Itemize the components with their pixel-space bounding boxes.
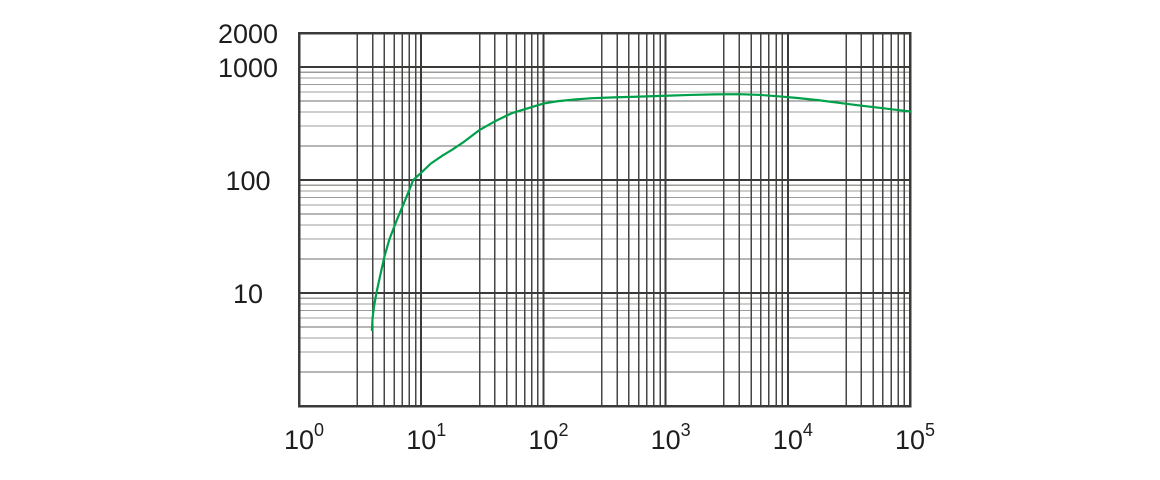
y-tick-label: 100 xyxy=(225,166,270,196)
x-tick-exponent: 1 xyxy=(436,420,446,440)
y-axis-labels: 2000 1000 100 10 xyxy=(218,19,278,309)
x-tick-label: 100 xyxy=(284,420,324,455)
y-tick-label: 1000 xyxy=(218,53,278,83)
gridlines xyxy=(298,33,911,406)
x-tick-label: 102 xyxy=(528,420,568,455)
x-tick-exponent: 0 xyxy=(314,420,324,440)
x-tick-exponent: 5 xyxy=(925,420,935,440)
x-tick-label: 101 xyxy=(406,420,446,455)
plot-border xyxy=(297,31,912,408)
x-tick-exponent: 4 xyxy=(803,420,813,440)
x-tick-exponent: 2 xyxy=(558,420,568,440)
response-curve xyxy=(370,93,912,332)
x-tick-exponent: 3 xyxy=(681,420,691,440)
x-tick-label: 105 xyxy=(895,420,935,455)
x-tick-label: 103 xyxy=(651,420,691,455)
y-tick-label: 10 xyxy=(233,279,263,309)
x-axis-labels: 100 101 102 103 104 105 xyxy=(284,420,935,455)
y-tick-label: 2000 xyxy=(218,19,278,49)
x-tick-label: 104 xyxy=(773,420,813,455)
